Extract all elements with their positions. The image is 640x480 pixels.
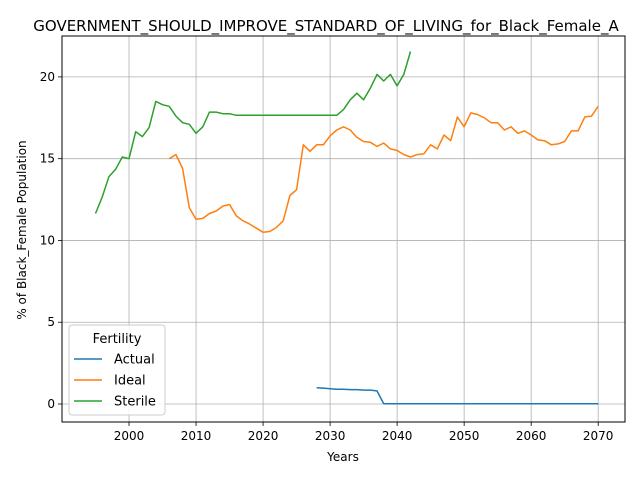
x-tick-label: 2060 — [516, 429, 547, 443]
legend-box — [68, 324, 166, 416]
legend: Fertility Actual Ideal Sterile — [68, 324, 166, 416]
x-tick-label: 2040 — [382, 429, 413, 443]
plot-frame — [61, 35, 626, 423]
chart-title: GOVERNMENT_SHOULD_IMPROVE_STANDARD_OF_LI… — [33, 17, 619, 36]
legend-label-actual: Actual — [114, 353, 155, 368]
legend-label-ideal: Ideal — [114, 374, 146, 389]
y-tick-label: 20 — [40, 70, 55, 84]
grid-lines — [62, 36, 625, 422]
y-tick-label: 10 — [40, 233, 55, 247]
y-axis-ticks: 0 5 10 15 20 — [40, 70, 62, 411]
series-line-ideal — [168, 105, 599, 234]
x-axis-ticks: 2000 2010 2020 2030 2040 2050 2060 2070 — [114, 422, 614, 443]
x-tick-label: 2030 — [315, 429, 346, 443]
x-tick-label: 2000 — [114, 429, 145, 443]
series-line-sterile — [94, 51, 412, 214]
y-tick-label: 15 — [40, 152, 55, 166]
legend-title: Fertility — [93, 332, 142, 347]
x-tick-label: 2020 — [248, 429, 279, 443]
series-lines — [94, 51, 599, 405]
y-axis-label: % of Black_Female Population — [15, 140, 29, 319]
x-tick-label: 2070 — [583, 429, 614, 443]
legend-label-sterile: Sterile — [114, 395, 156, 410]
x-tick-label: 2010 — [181, 429, 212, 443]
x-axis-label: Years — [326, 450, 359, 464]
legend-items: Actual Ideal Sterile — [74, 353, 156, 410]
y-tick-label: 5 — [47, 315, 55, 329]
series-line-actual — [316, 386, 599, 405]
x-tick-label: 2050 — [449, 429, 480, 443]
y-tick-label: 0 — [47, 397, 55, 411]
